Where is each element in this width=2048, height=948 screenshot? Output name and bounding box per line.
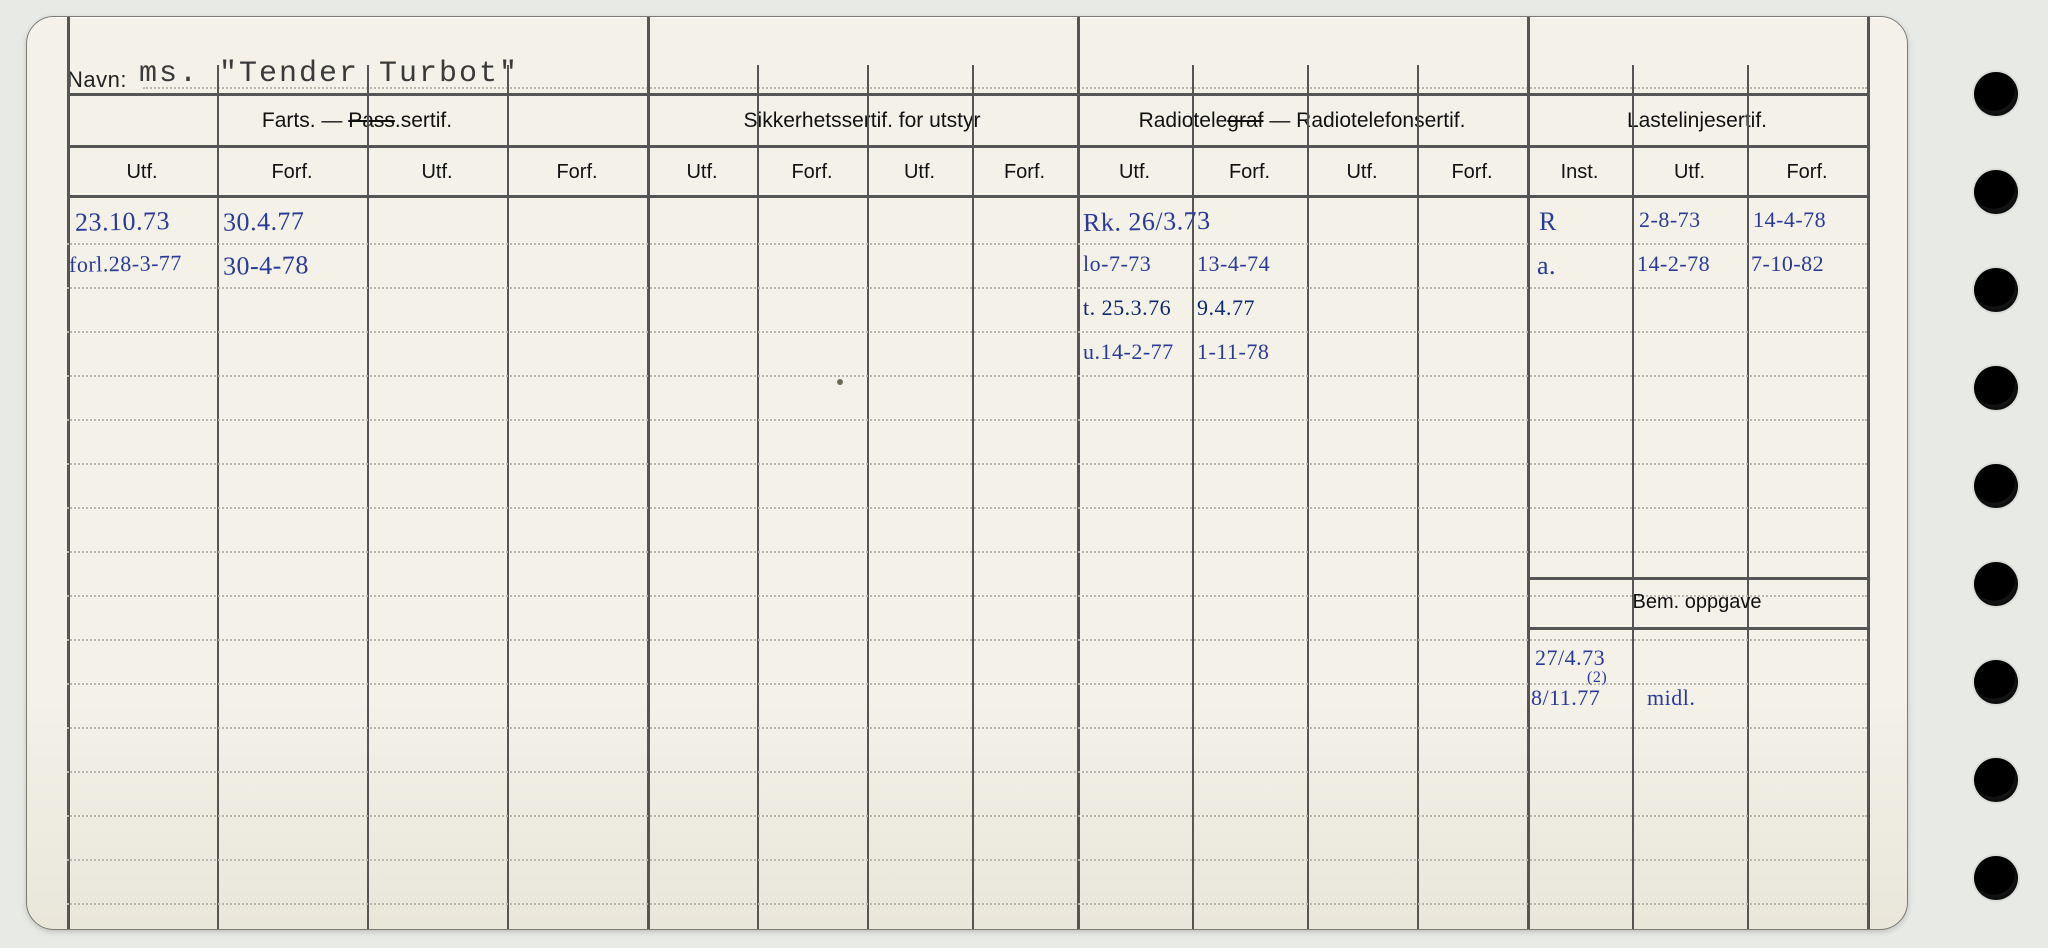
group-header-radio: Radiotelegraf — Radiotelefonsertif.: [1077, 109, 1527, 133]
binder-hole: [1974, 660, 2018, 704]
row-line: [67, 243, 1867, 245]
group-header-farts: Farts. — Pass.sertif.: [67, 109, 647, 133]
sub-header-laste-forf: Forf.: [1747, 161, 1867, 184]
binder-hole: [1974, 268, 2018, 312]
grid-vertical: [1867, 17, 1870, 929]
handwritten-entry: 2-8-73: [1639, 207, 1701, 233]
sub-header-laste-utf: Utf.: [1632, 161, 1747, 184]
binder-hole: [1974, 464, 2018, 508]
paper-speck: [837, 379, 843, 385]
sub-header-radio-utf2: Utf.: [1307, 161, 1417, 184]
handwritten-entry: a.: [1537, 251, 1556, 281]
handwritten-entry: (2): [1587, 669, 1607, 687]
index-card: Navn: ms. "Tender Turbot" Farts. — Pass.…: [26, 16, 1908, 930]
sub-header-sikkerhet-utf2: Utf.: [867, 161, 972, 184]
row-line: [67, 727, 1867, 729]
row-line: [67, 287, 1867, 289]
row-line: [67, 507, 1867, 509]
handwritten-entry: 27/4.73: [1535, 645, 1605, 671]
sub-header-farts-forf1: Forf.: [217, 161, 367, 184]
row-line: [67, 815, 1867, 817]
handwritten-entry: 13-4-74: [1197, 251, 1270, 277]
row-line: [67, 639, 1867, 641]
bem-divider-top: [1527, 577, 1867, 580]
handwritten-entry: forl.28-3-77: [69, 250, 182, 278]
sub-header-radio-forf2: Forf.: [1417, 161, 1527, 184]
bem-divider-bottom: [1527, 627, 1867, 630]
handwritten-entry: 9.4.77: [1197, 295, 1255, 321]
binder-hole: [1974, 72, 2018, 116]
handwritten-entry: u.14-2-77: [1083, 339, 1174, 365]
handwritten-entry: lo-7-73: [1083, 251, 1151, 277]
group-header-sikkerhet: Sikkerhetssertif. for utstyr: [647, 109, 1077, 133]
handwritten-entry: 14-4-78: [1753, 207, 1826, 233]
handwritten-entry: t. 25.3.76: [1083, 295, 1171, 321]
handwritten-entry: 23.10.73: [75, 206, 171, 238]
binder-hole: [1974, 856, 2018, 900]
binder-hole: [1974, 366, 2018, 410]
sub-header-farts-utf2: Utf.: [367, 161, 507, 184]
handwritten-entry: midl.: [1647, 685, 1695, 711]
navn-dotted-line: [143, 87, 1867, 89]
row-line: [67, 375, 1867, 377]
group-header-laste: Lastelinjesertif.: [1527, 109, 1867, 133]
row-line: [67, 419, 1867, 421]
binder-hole: [1974, 758, 2018, 802]
sub-header-radio-utf: Utf.: [1077, 161, 1192, 184]
header-group-rule: [67, 145, 1867, 148]
navn-underline: [67, 93, 1867, 96]
handwritten-entry: 7-10-82: [1751, 251, 1824, 277]
row-line: [67, 331, 1867, 333]
row-lines: [67, 199, 1867, 889]
navn-value: ms. "Tender Turbot": [139, 57, 519, 91]
row-line: [67, 903, 1867, 905]
bem-oppgave-label: Bem. oppgave: [1527, 591, 1867, 614]
header-sub-rule: [67, 195, 1867, 198]
navn-label: Navn:: [67, 67, 127, 93]
binder-hole: [1974, 170, 2018, 214]
handwritten-entry: R: [1539, 207, 1557, 237]
row-line: [67, 771, 1867, 773]
row-line: [67, 551, 1867, 553]
row-line: [67, 463, 1867, 465]
handwritten-entry: 14-2-78: [1637, 251, 1710, 277]
sub-header-sikkerhet-forf2: Forf.: [972, 161, 1077, 184]
handwritten-entry: 8/11.77: [1531, 685, 1600, 711]
sub-header-laste-inst: Inst.: [1527, 161, 1632, 184]
handwritten-entry: 30.4.77: [223, 206, 305, 237]
handwritten-entry: 1-11-78: [1197, 339, 1269, 365]
binder-hole: [1974, 562, 2018, 606]
row-line: [67, 859, 1867, 861]
sub-header-sikkerhet-utf: Utf.: [647, 161, 757, 184]
sub-header-radio-forf: Forf.: [1192, 161, 1307, 184]
sub-header-farts-utf1: Utf.: [67, 161, 217, 184]
binder-holes: [1964, 0, 2024, 948]
handwritten-entry: Rk. 26/3.73: [1083, 206, 1211, 238]
handwritten-entry: 30-4-78: [223, 250, 309, 281]
sub-header-farts-forf2: Forf.: [507, 161, 647, 184]
sub-header-sikkerhet-forf: Forf.: [757, 161, 867, 184]
